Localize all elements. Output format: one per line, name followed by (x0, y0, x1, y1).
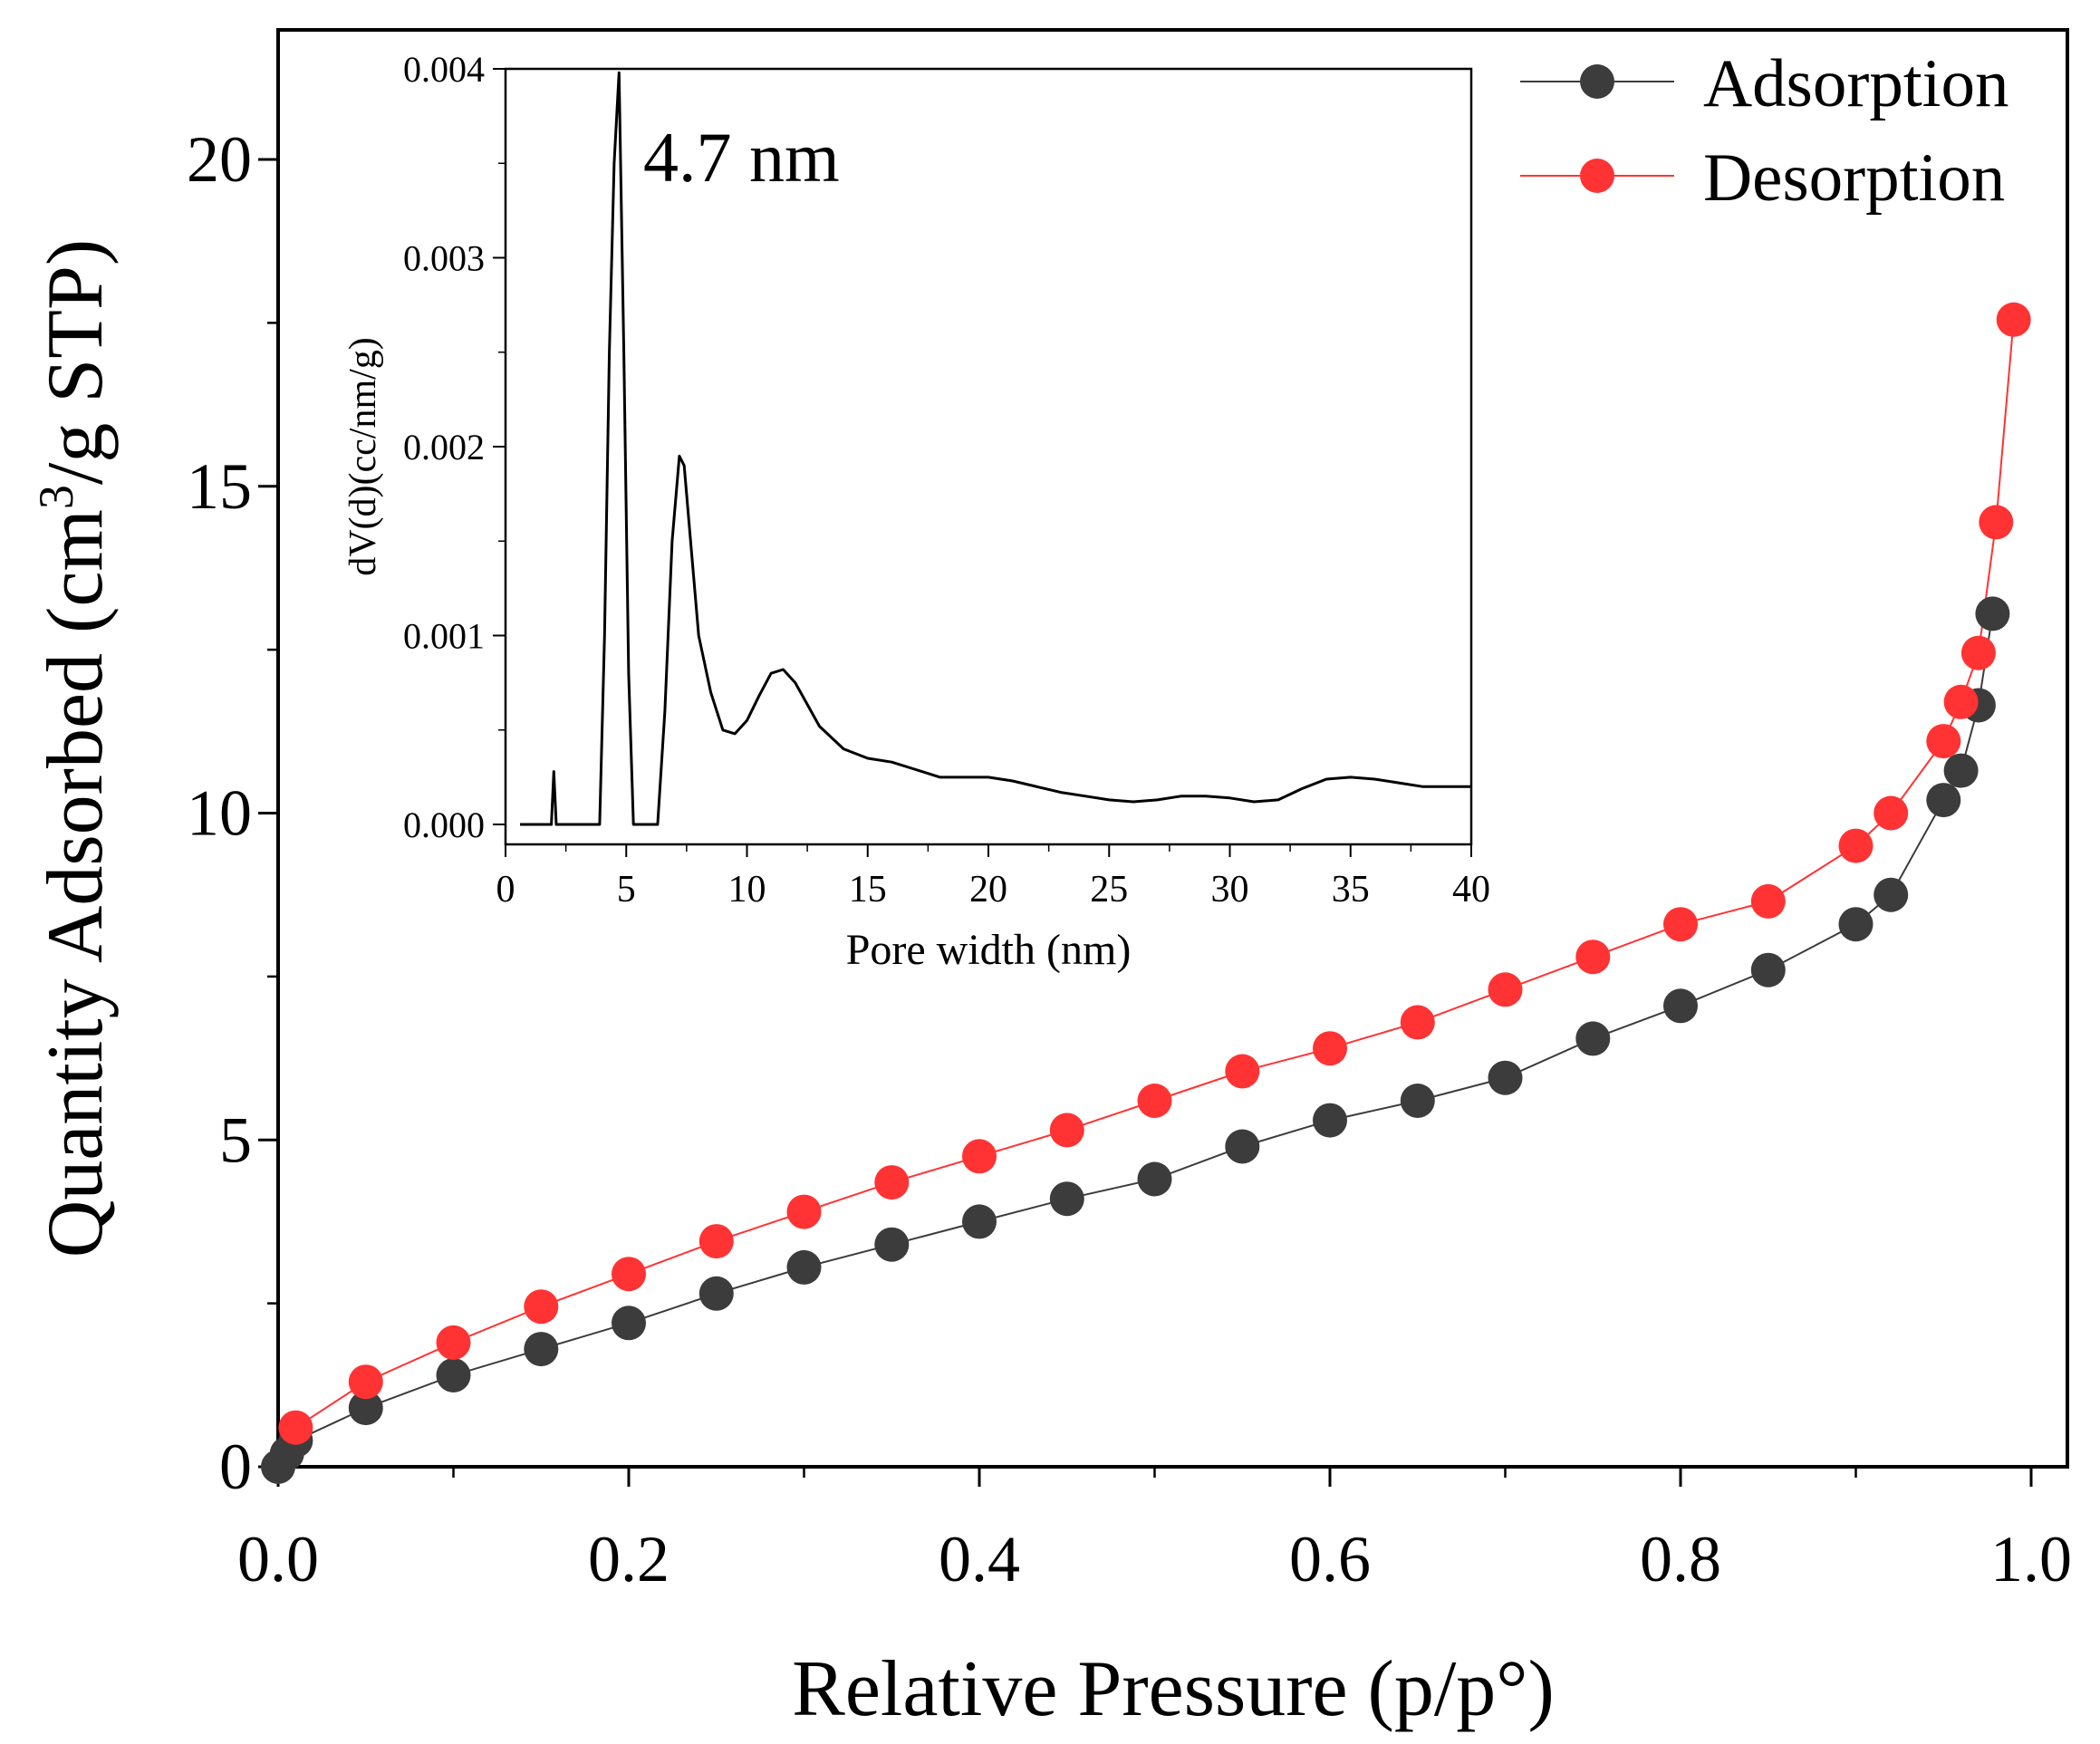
desorption-point (1663, 907, 1698, 942)
adsorption-point (1838, 907, 1874, 942)
desorption-point (1313, 1031, 1347, 1066)
main-x-tick-label: 1.0 (1990, 1523, 2072, 1595)
desorption-point (1838, 828, 1874, 863)
desorption-point (786, 1194, 822, 1229)
desorption-point (278, 1410, 313, 1445)
adsorption-point (1313, 1103, 1347, 1138)
inset-y-tick-label: 0.000 (403, 805, 485, 845)
adsorption-point (1400, 1084, 1435, 1118)
legend-label-adsorption: Adsorption (1703, 46, 2009, 121)
main-x-tick-label: 0.6 (1289, 1523, 1371, 1595)
adsorption-point (1874, 877, 1909, 912)
adsorption-point (1926, 783, 1961, 818)
legend-marker-adsorption (1580, 64, 1614, 99)
inset-y-tick-label: 0.004 (403, 49, 485, 90)
inset-y-tick-label: 0.001 (403, 616, 485, 657)
inset-axes: 0 5 10 15 20 25 30 35 40 0.000 0.001 0.002 0.003 0.00… (403, 49, 1490, 911)
main-y-tick-label: 15 (187, 450, 252, 523)
main-y-tick-label: 5 (219, 1103, 252, 1176)
inset-y-axis-label: dV(d)(cc/nm/g) (342, 337, 384, 576)
desorption-point (1049, 1113, 1084, 1148)
inset-x-tick-label: 25 (1090, 869, 1128, 911)
desorption-point (1979, 505, 2014, 540)
psd-curve (520, 71, 1471, 826)
main-y-axis-label-sup: 3 (29, 485, 83, 509)
main-plot-frame (276, 28, 2069, 1469)
main-series (261, 302, 2031, 1484)
adsorption-point (1975, 596, 2010, 631)
desorption-point (1874, 795, 1909, 831)
main-y-tick-label: 10 (187, 777, 252, 850)
desorption-point (1225, 1054, 1260, 1089)
desorption-point (612, 1257, 646, 1292)
adsorption-point (612, 1306, 646, 1341)
adsorption-point (1225, 1129, 1260, 1164)
inset-x-tick-label: 10 (728, 869, 766, 911)
adsorption-point (1137, 1161, 1172, 1197)
adsorption-point (1750, 952, 1786, 988)
adsorption-point (436, 1358, 471, 1392)
desorption-point (1575, 939, 1611, 975)
adsorption-point (874, 1227, 910, 1262)
inset-x-axis-label: Pore width (nm) (846, 926, 1132, 974)
inset-x-tick-label: 40 (1452, 869, 1490, 911)
main-y-tick-label: 20 (187, 123, 252, 196)
adsorption-point (524, 1332, 559, 1367)
adsorption-point (962, 1204, 997, 1239)
desorption-point (1750, 883, 1786, 919)
adsorption-point (1943, 753, 1979, 788)
adsorption-point (1575, 1021, 1611, 1056)
desorption-point (1137, 1084, 1172, 1118)
adsorption-point (1663, 988, 1698, 1024)
adsorption-point (698, 1276, 734, 1311)
desorption-point (1996, 302, 2031, 337)
main-y-tick-label: 0 (219, 1431, 252, 1503)
legend: Adsorption Desorption (1520, 46, 2009, 216)
main-x-tick-label: 0.0 (237, 1523, 319, 1595)
legend-marker-desorption (1580, 159, 1614, 193)
desorption-point (874, 1165, 910, 1200)
main-x-tick-label: 0.4 (939, 1523, 1020, 1595)
main-axes: 0.0 0.2 0.4 0.6 0.8 1.0 0 5 10 15 20 (187, 123, 2072, 1595)
main-y-axis-label: Quantity Adsorbed (cm3/g STP) (29, 239, 120, 1257)
inset-x-tick-label: 5 (617, 869, 636, 911)
inset-x-tick-label: 35 (1332, 869, 1370, 911)
inset-y-tick-label: 0.003 (403, 238, 485, 279)
main-x-tick-label: 0.2 (588, 1523, 669, 1595)
main-x-tick-label: 0.8 (1640, 1523, 1721, 1595)
desorption-point (698, 1224, 734, 1259)
desorption-point (1943, 684, 1979, 719)
desorption-point (1400, 1005, 1435, 1040)
adsorption-point (786, 1249, 822, 1285)
adsorption-point (348, 1391, 383, 1426)
legend-label-desorption: Desorption (1703, 140, 2005, 216)
desorption-point (962, 1139, 997, 1174)
inset-x-tick-label: 0 (496, 869, 515, 911)
desorption-point (436, 1325, 471, 1360)
inset-x-tick-label: 15 (849, 869, 887, 911)
desorption-point (1960, 635, 1996, 670)
desorption-point (1926, 724, 1961, 759)
main-y-axis-label-rest: /g STP) (32, 239, 120, 485)
inset-y-tick-label: 0.002 (403, 427, 485, 467)
main-y-axis-label-main: Quantity Adsorbed (cm (32, 509, 120, 1257)
main-x-axis-label: Relative Pressure (p/p°) (792, 1645, 1555, 1733)
adsorption-point (1488, 1060, 1523, 1095)
inset-plot-frame (504, 67, 1473, 846)
desorption-point (348, 1364, 383, 1400)
inset-x-tick-label: 20 (969, 869, 1007, 911)
inset-peak-annotation: 4.7 nm (643, 118, 840, 197)
desorption-point (524, 1289, 559, 1325)
desorption-point (1488, 972, 1523, 1007)
adsorption-point (1049, 1181, 1084, 1217)
inset-x-tick-label: 30 (1211, 869, 1249, 911)
inset-series (520, 71, 1471, 826)
